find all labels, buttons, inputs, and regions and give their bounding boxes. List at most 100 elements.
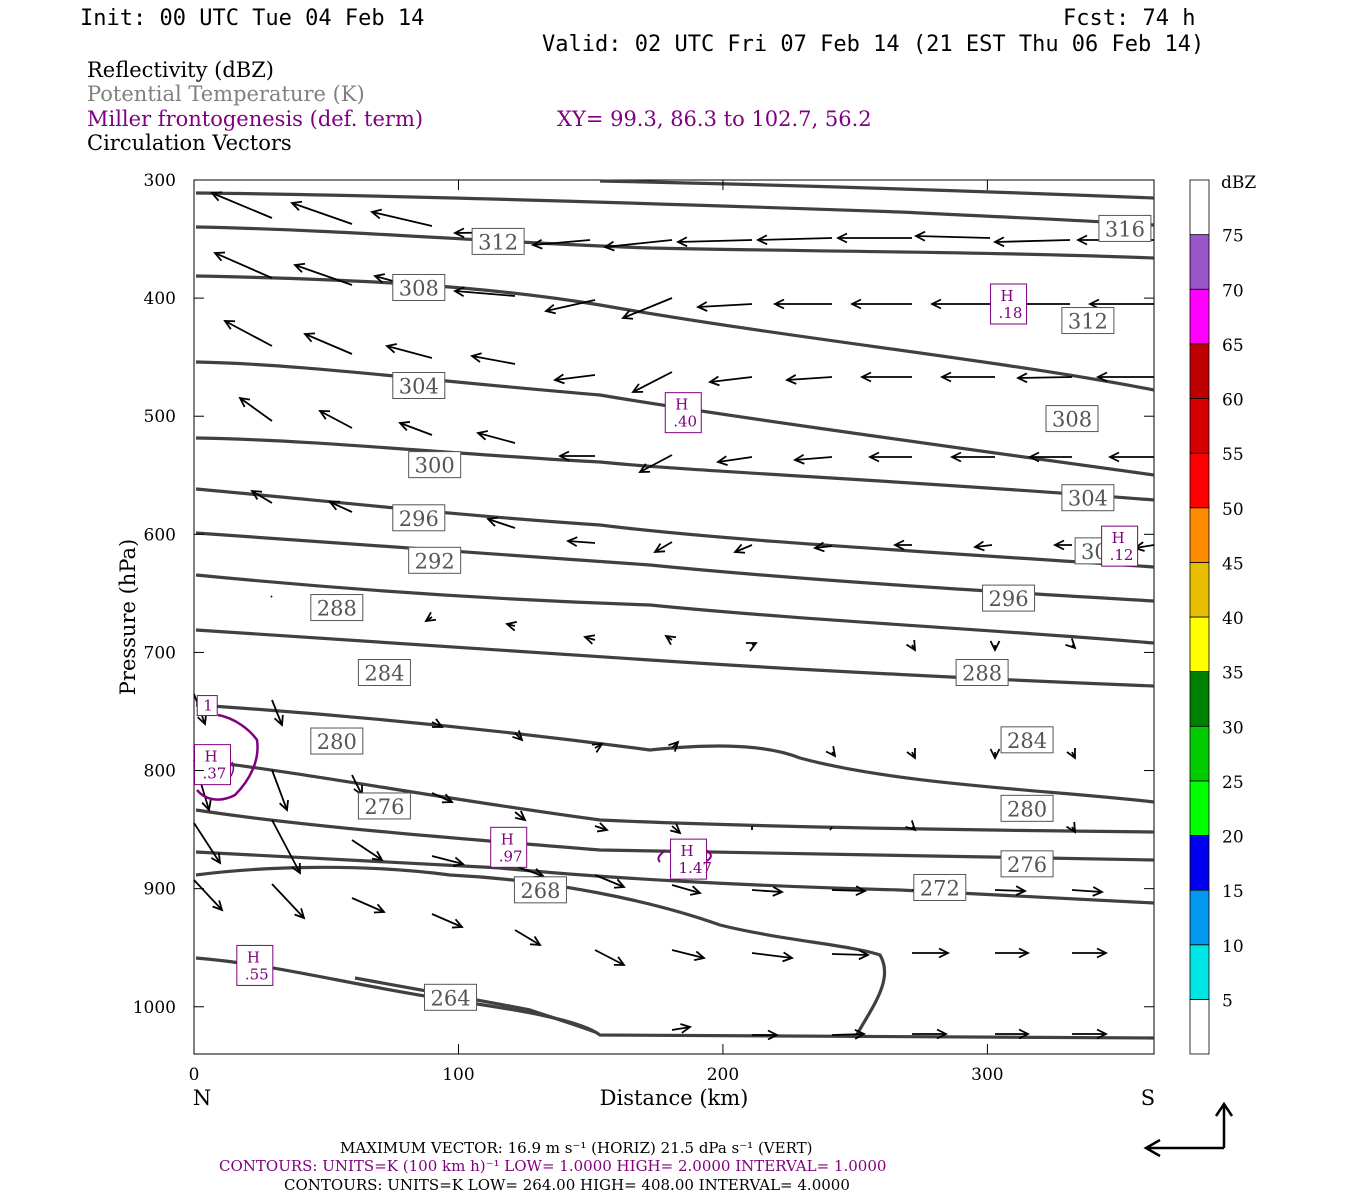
- circulation-vector: [752, 1029, 780, 1041]
- circulation-vector: [486, 516, 516, 529]
- vector-shaft: [239, 397, 273, 422]
- colorbar-swatch: [1189, 835, 1210, 891]
- circulation-vector: [755, 234, 833, 246]
- frontogenesis-max-label: H.12: [1101, 525, 1139, 567]
- vector-head: [892, 539, 905, 551]
- circulation-vector: [512, 730, 524, 742]
- vector-head: [291, 862, 301, 875]
- colorbar-level-label: 55: [1222, 445, 1244, 465]
- vector-head: [557, 450, 570, 462]
- vector-shaft: [974, 544, 993, 548]
- contour-label-text: 276: [364, 795, 404, 819]
- theta-contour-line: [195, 808, 1155, 862]
- vector-shaft: [251, 490, 273, 504]
- fronto-label-box: [236, 944, 274, 986]
- colorbar-level-label: 25: [1222, 773, 1244, 793]
- theta-contour-line: [195, 758, 1155, 834]
- vector-shaft: [829, 826, 833, 831]
- vector-head: [451, 918, 464, 929]
- contour-label-box: [357, 792, 411, 820]
- theta-contour-label: 300: [408, 451, 462, 479]
- circulation-vector: [784, 374, 833, 385]
- circulation-vector: [671, 884, 702, 896]
- vector-head: [303, 332, 316, 343]
- circulation-vector: [351, 897, 386, 914]
- vector-head: [279, 799, 289, 812]
- contour-label-text: 312: [478, 230, 518, 254]
- circulation-vector: [1052, 539, 1072, 551]
- vector-head: [1027, 451, 1040, 463]
- circulation-vector: [831, 1028, 867, 1040]
- vector-head: [470, 352, 482, 363]
- vector-head: [212, 900, 224, 912]
- vector-head: [1092, 886, 1105, 897]
- vector-shaft: [351, 774, 363, 796]
- frontogenesis-max-label: H.18: [990, 283, 1028, 325]
- circulation-vector: [1095, 371, 1154, 383]
- vector-head: [689, 885, 702, 896]
- contour-label-box: [357, 659, 411, 687]
- circulation-vector: [213, 251, 273, 279]
- circulation-vector: [271, 769, 289, 812]
- theta-contour-label: 304: [392, 372, 446, 400]
- vector-head: [583, 634, 596, 645]
- circulation-vector: [813, 541, 833, 553]
- fronto-label-h: H: [501, 830, 514, 848]
- vector-head: [989, 640, 1001, 653]
- south-end-label: S: [1141, 1086, 1155, 1110]
- circulation-vector: [994, 885, 1028, 897]
- vector-head: [373, 903, 386, 914]
- contour-label-text: 284: [1007, 729, 1047, 753]
- circulation-vector: [867, 451, 912, 463]
- vector-head: [772, 298, 785, 310]
- vector-shaft: [271, 699, 283, 726]
- vector-shaft: [654, 541, 673, 553]
- fronto-label-value: .12: [1110, 546, 1134, 564]
- colorbar-level-label: 30: [1222, 718, 1244, 738]
- vector-head: [675, 236, 688, 248]
- circulation-vector: [223, 320, 273, 347]
- colorbar-swatch: [1189, 507, 1210, 563]
- circulation-vector: [939, 371, 995, 383]
- circulation-vector: [859, 371, 912, 383]
- vector-head: [867, 451, 880, 463]
- vector-shaft: [709, 376, 753, 383]
- contour-label-text: 268: [520, 879, 560, 903]
- vector-shaft: [193, 879, 223, 911]
- vector-head: [544, 303, 556, 315]
- colorbar-level-label: 60: [1222, 391, 1244, 411]
- circulation-vector: [328, 500, 353, 513]
- circulation-vector: [708, 375, 753, 387]
- circulation-vector: [505, 620, 518, 632]
- vector-shaft: [431, 855, 464, 865]
- contour-label-text: 276: [1007, 853, 1047, 877]
- contour-label-box: [310, 727, 364, 755]
- circulation-vector: [514, 810, 527, 822]
- vector-shaft: [471, 355, 516, 365]
- contour-label-text: 284: [364, 662, 404, 686]
- vector-head: [693, 950, 706, 962]
- circulation-vector: [594, 874, 626, 889]
- vector-shaft: [554, 374, 596, 381]
- contour-label-box: [913, 873, 967, 901]
- vector-head: [855, 885, 868, 897]
- circulation-vector: [351, 839, 384, 862]
- vector-shaft: [1017, 376, 1073, 379]
- fronto-label-box: [1101, 525, 1139, 567]
- vector-shaft: [751, 952, 793, 959]
- colorbar-swatch: [1189, 561, 1210, 618]
- circulation-vector: [193, 822, 222, 865]
- vector-head: [238, 396, 251, 408]
- vector-shaft: [915, 235, 991, 239]
- x-axis-title: Distance (km): [600, 1086, 749, 1110]
- vector-shaft: [304, 333, 353, 355]
- circulation-vector: [193, 879, 224, 912]
- circulation-vector: [995, 1028, 1031, 1040]
- circulation-vector: [318, 410, 353, 429]
- vector-head: [989, 748, 1001, 761]
- vector-head: [767, 1029, 780, 1041]
- circulation-vector: [675, 236, 753, 248]
- vector-shaft: [193, 822, 221, 864]
- vector-head: [1095, 371, 1108, 383]
- vector-head: [486, 516, 499, 527]
